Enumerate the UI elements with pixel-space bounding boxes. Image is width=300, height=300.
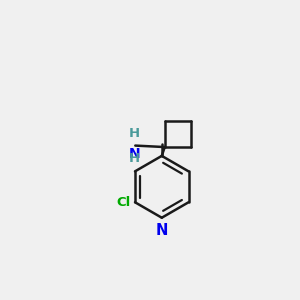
Text: Cl: Cl bbox=[116, 196, 130, 209]
Text: N: N bbox=[156, 223, 168, 238]
Text: H: H bbox=[128, 152, 140, 165]
Text: H: H bbox=[128, 127, 140, 140]
Text: N: N bbox=[128, 147, 140, 161]
